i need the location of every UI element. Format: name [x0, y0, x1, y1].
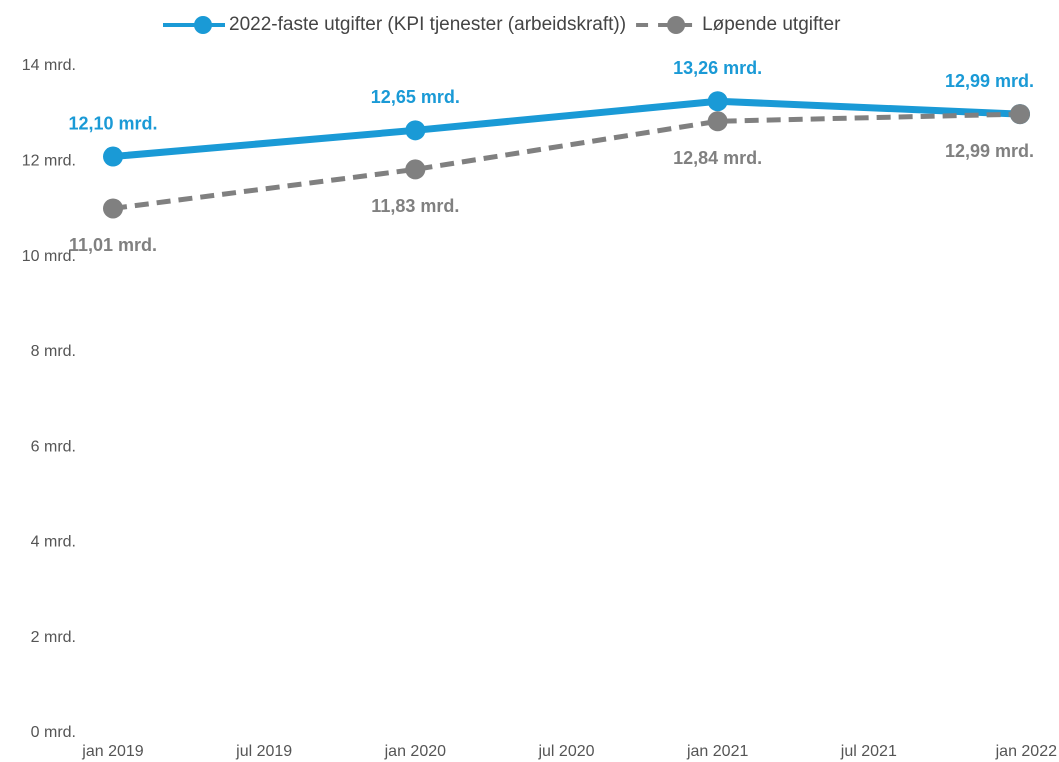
- value-label: 11,83 mrd.: [371, 196, 459, 216]
- legend-marker: [667, 16, 686, 34]
- point: [707, 111, 728, 132]
- point: [707, 91, 728, 112]
- series-line: [112, 97, 1021, 161]
- point: [405, 120, 426, 141]
- y-tick-label: 0 mrd.: [31, 724, 76, 741]
- value-label: 12,99 mrd.: [945, 141, 1034, 161]
- point: [103, 146, 123, 167]
- point: [405, 159, 426, 180]
- value-label: 13,26 mrd.: [673, 58, 762, 78]
- y-tick-label: 10 mrd.: [22, 248, 76, 265]
- y-tick-label: 8 mrd.: [31, 343, 76, 360]
- legend-marker: [194, 16, 212, 34]
- y-tick-label: 4 mrd.: [31, 534, 76, 551]
- x-tick-label: jan 2020: [384, 743, 446, 760]
- series-line: [112, 111, 1021, 211]
- y-tick-label: 14 mrd.: [22, 57, 76, 74]
- value-label: 12,84 mrd.: [673, 148, 762, 168]
- y-tick-label: 2 mrd.: [31, 629, 76, 646]
- y-tick-label: 12 mrd.: [22, 153, 76, 170]
- y-tick-label: 6 mrd.: [31, 438, 76, 455]
- point: [1010, 104, 1030, 125]
- value-label: 11,01 mrd.: [69, 235, 157, 255]
- legend-label: Løpende utgifter: [702, 14, 841, 35]
- x-tick-label: jan 2022: [995, 743, 1057, 760]
- legend-label: 2022-faste utgifter (KPI tjenester (arbe…: [229, 14, 626, 35]
- x-tick-label: jul 2019: [235, 743, 292, 760]
- point: [103, 198, 123, 219]
- value-label: 12,10 mrd.: [68, 113, 157, 133]
- x-tick-label: jan 2019: [81, 743, 143, 760]
- value-label: 12,65 mrd.: [371, 87, 460, 107]
- x-tick-label: jan 2021: [686, 743, 748, 760]
- x-tick-label: jul 2021: [840, 743, 897, 760]
- x-tick-label: jul 2020: [537, 743, 594, 760]
- value-label: 12,99 mrd.: [945, 71, 1034, 91]
